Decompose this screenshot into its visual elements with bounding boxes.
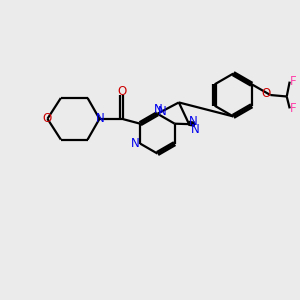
- Text: N: N: [158, 105, 167, 118]
- Text: N: N: [130, 137, 139, 150]
- Text: F: F: [290, 102, 297, 115]
- Text: F: F: [290, 75, 297, 88]
- Text: N: N: [189, 115, 198, 128]
- Text: O: O: [43, 112, 52, 125]
- Text: N: N: [191, 123, 200, 136]
- Text: O: O: [117, 85, 126, 98]
- Text: O: O: [261, 87, 271, 100]
- Text: N: N: [154, 103, 162, 116]
- Text: N: N: [96, 112, 104, 125]
